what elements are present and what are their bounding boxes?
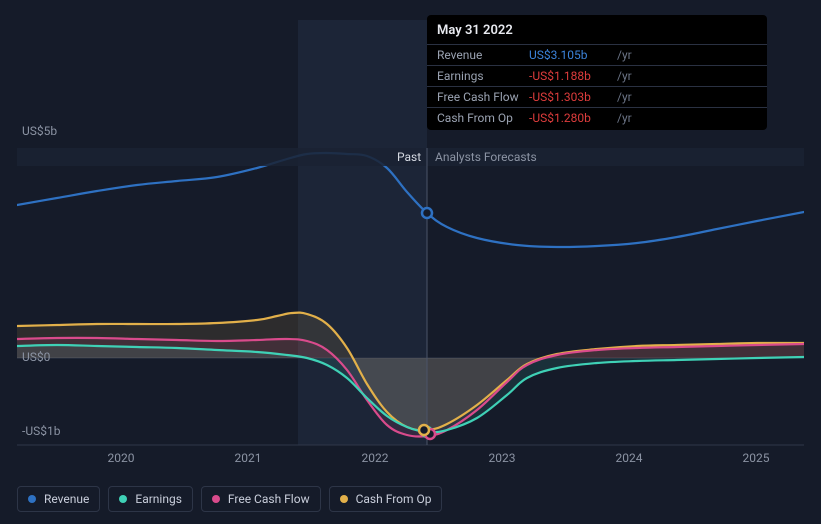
y-axis-tick: US$0	[22, 350, 50, 364]
tooltip-row-unit: /yr	[617, 111, 632, 125]
legend-item-cashop[interactable]: Cash From Op	[329, 486, 443, 512]
tooltip-row-value: -US$1.303b	[529, 90, 613, 104]
tooltip-row-label: Earnings	[437, 69, 529, 83]
y-axis-tick: -US$1b	[22, 424, 60, 438]
tooltip-row-label: Free Cash Flow	[437, 90, 529, 104]
x-axis-tick: 2020	[108, 451, 135, 465]
section-label-past: Past	[397, 150, 421, 164]
legend-dot-icon	[212, 495, 220, 503]
tooltip-row: Earnings-US$1.188b/yr	[427, 65, 767, 86]
tooltip-row-label: Revenue	[437, 48, 529, 62]
legend-item-label: Cash From Op	[356, 492, 432, 506]
x-axis-tick: 2025	[743, 451, 770, 465]
chart-legend: Revenue Earnings Free Cash Flow Cash From O…	[17, 486, 442, 512]
legend-dot-icon	[119, 495, 127, 503]
legend-item-label: Earnings	[135, 492, 182, 506]
tooltip-date: May 31 2022	[427, 21, 767, 44]
x-axis-tick: 2022	[362, 451, 389, 465]
tooltip-row-value: -US$1.188b	[529, 69, 613, 83]
section-label-forecast: Analysts Forecasts	[435, 150, 537, 164]
legend-item-label: Revenue	[44, 492, 89, 506]
legend-item-revenue[interactable]: Revenue	[17, 486, 100, 512]
x-axis-tick: 2023	[489, 451, 516, 465]
x-axis-tick: 2021	[235, 451, 262, 465]
y-axis-tick: US$5b	[22, 124, 57, 138]
legend-item-fcf[interactable]: Free Cash Flow	[201, 486, 321, 512]
tooltip-row-value: US$3.105b	[529, 48, 613, 62]
legend-item-earnings[interactable]: Earnings	[108, 486, 193, 512]
legend-dot-icon	[340, 495, 348, 503]
chart-tooltip: May 31 2022 RevenueUS$3.105b/yrEarnings-…	[427, 15, 767, 130]
tooltip-row-unit: /yr	[617, 69, 632, 83]
tooltip-row-unit: /yr	[617, 48, 632, 62]
x-axis-tick: 2024	[616, 451, 643, 465]
tooltip-row-value: -US$1.280b	[529, 111, 613, 125]
legend-item-label: Free Cash Flow	[228, 492, 310, 506]
tooltip-row-label: Cash From Op	[437, 111, 529, 125]
tooltip-row: Cash From Op-US$1.280b/yr	[427, 107, 767, 128]
tooltip-row: Free Cash Flow-US$1.303b/yr	[427, 86, 767, 107]
tooltip-row-unit: /yr	[617, 90, 632, 104]
legend-dot-icon	[28, 495, 36, 503]
tooltip-row: RevenueUS$3.105b/yr	[427, 44, 767, 65]
